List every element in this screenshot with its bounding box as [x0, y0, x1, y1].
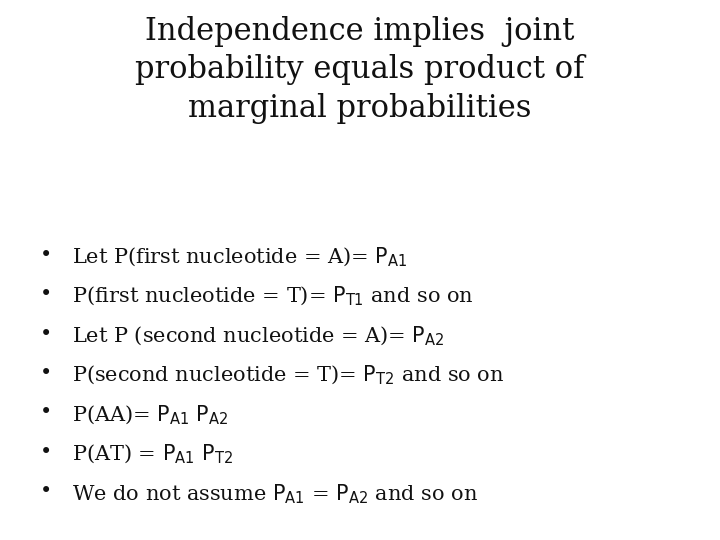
- Text: •: •: [40, 443, 52, 462]
- Text: We do not assume $\mathrm{P_{A1}}$ = $\mathrm{P_{A2}}$ and so on: We do not assume $\mathrm{P_{A1}}$ = $\m…: [72, 482, 478, 506]
- Text: P(first nucleotide = T)= $\mathrm{P_{T1}}$ and so on: P(first nucleotide = T)= $\mathrm{P_{T1}…: [72, 285, 474, 308]
- Text: P(second nucleotide = T)= $\mathrm{P_{T2}}$ and so on: P(second nucleotide = T)= $\mathrm{P_{T2…: [72, 364, 505, 387]
- Text: P(AA)= $\mathrm{P_{A1}}$ $\mathrm{P_{A2}}$: P(AA)= $\mathrm{P_{A1}}$ $\mathrm{P_{A2}…: [72, 403, 229, 427]
- Text: •: •: [40, 482, 52, 501]
- Text: •: •: [40, 325, 52, 343]
- Text: Independence implies  joint
probability equals product of
marginal probabilities: Independence implies joint probability e…: [135, 16, 585, 124]
- Text: Let P (second nucleotide = A)= $\mathrm{P_{A2}}$: Let P (second nucleotide = A)= $\mathrm{…: [72, 325, 444, 348]
- Text: P(AT) = $\mathrm{P_{A1}}$ $\mathrm{P_{T2}}$: P(AT) = $\mathrm{P_{A1}}$ $\mathrm{P_{T2…: [72, 443, 233, 466]
- Text: •: •: [40, 246, 52, 265]
- Text: •: •: [40, 285, 52, 304]
- Text: •: •: [40, 403, 52, 422]
- Text: •: •: [40, 364, 52, 383]
- Text: Let P(first nucleotide = A)= $\mathrm{P_{A1}}$: Let P(first nucleotide = A)= $\mathrm{P_…: [72, 246, 408, 269]
